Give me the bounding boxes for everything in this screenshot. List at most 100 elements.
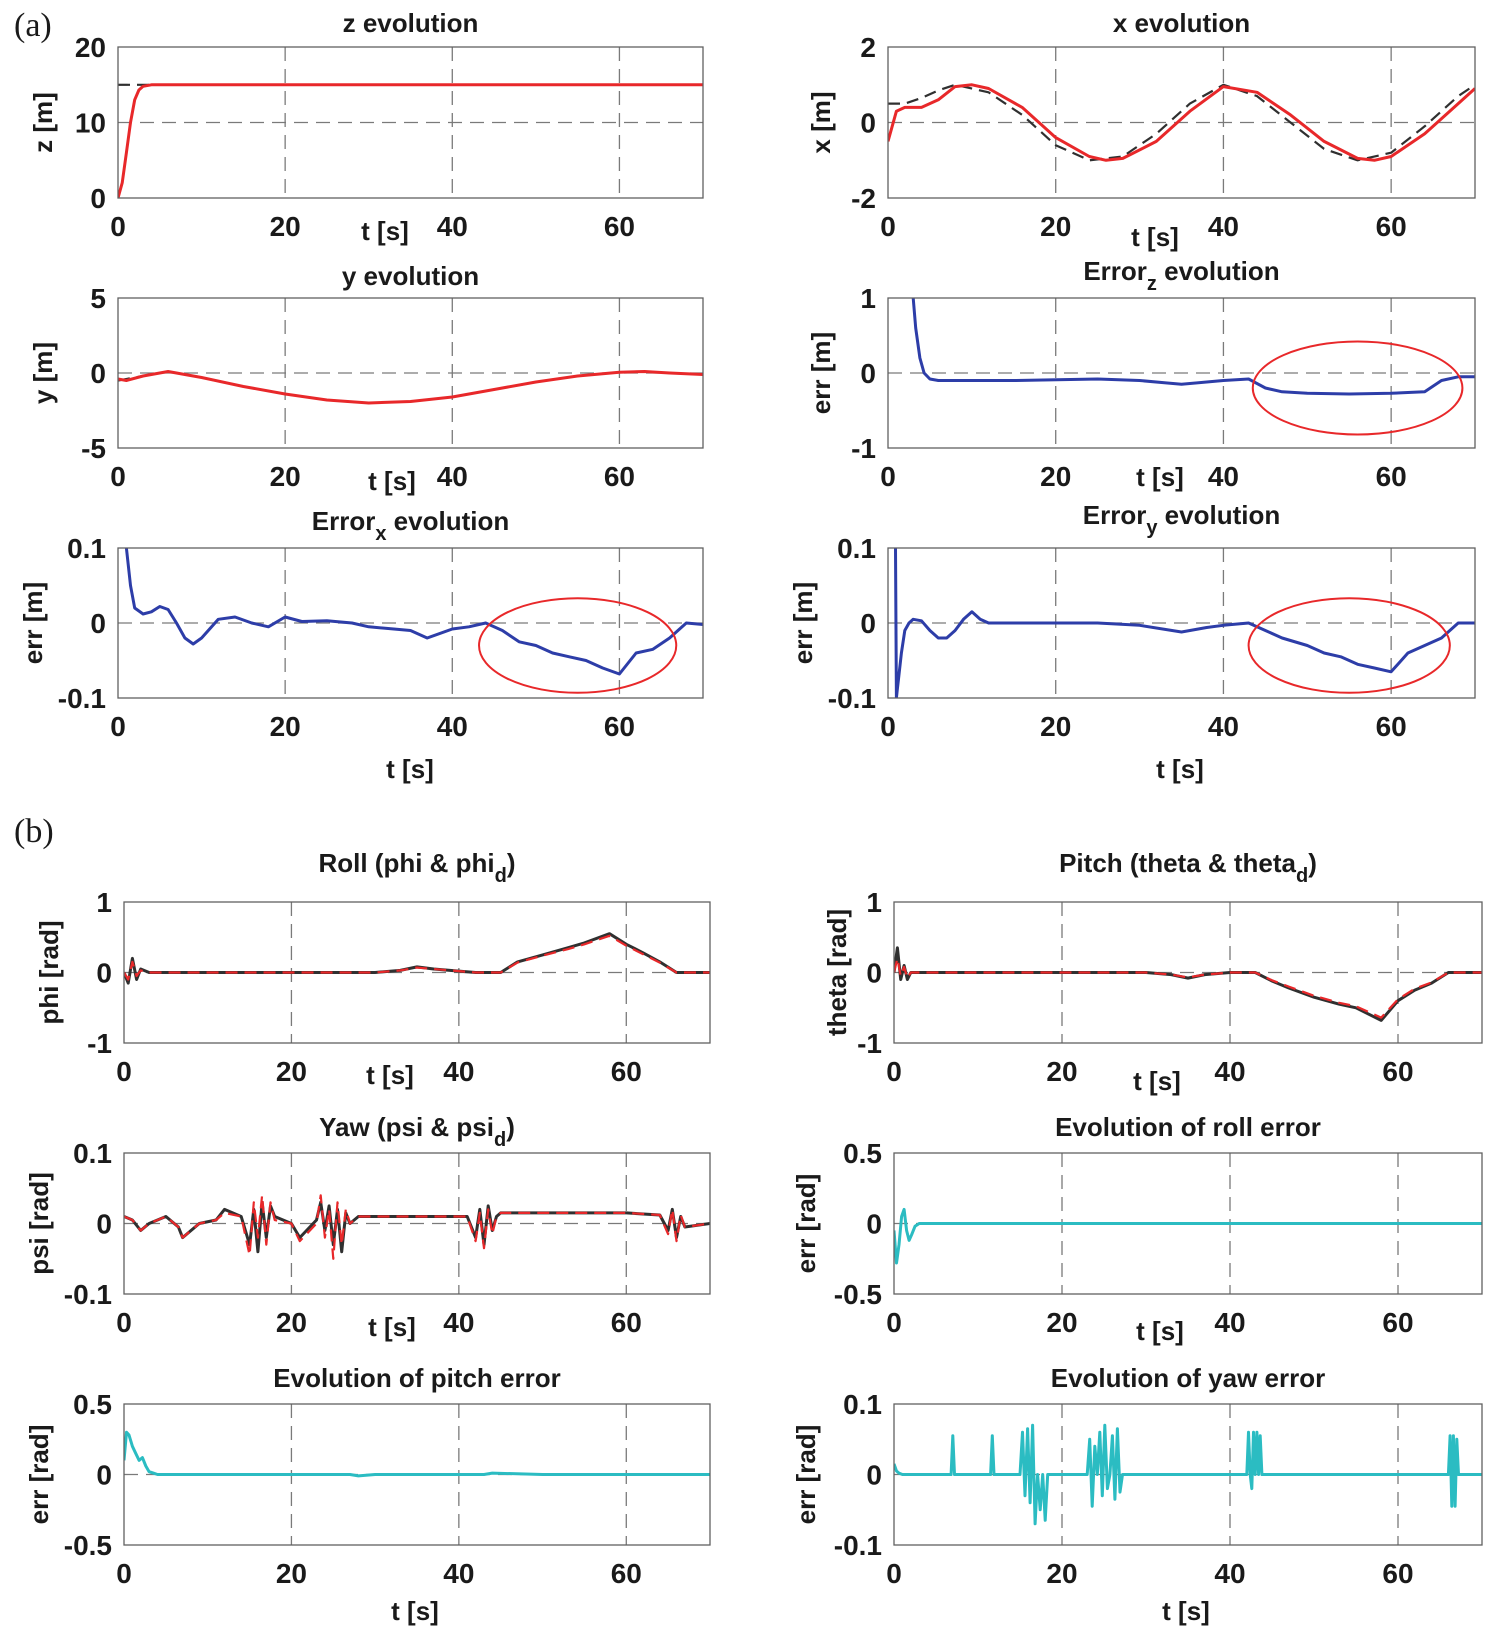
- y-tick-label: 0: [96, 1460, 112, 1491]
- series-z-error: [911, 298, 1475, 396]
- x-tick-label: 20: [276, 1307, 307, 1338]
- x-axis-label: t [s]: [366, 1060, 414, 1090]
- panel-label-a: (a): [14, 7, 52, 44]
- y-tick-label: 5: [90, 283, 106, 314]
- y-axis-label: err [m]: [806, 332, 836, 414]
- plot-frame: [117, 46, 704, 199]
- x-tick-label: 40: [1208, 461, 1239, 492]
- chart-title: Roll (phi & phid): [318, 848, 515, 887]
- x-tick-label: 20: [1040, 461, 1071, 492]
- plot-frame: [117, 547, 704, 699]
- chart-title-subscript: y: [1146, 517, 1158, 539]
- series-psi-d: [124, 1200, 710, 1254]
- plot-frame: [123, 1403, 711, 1546]
- series-z: [118, 83, 703, 198]
- x-tick-label: 40: [1214, 1056, 1245, 1087]
- chart-title: Evolution of yaw error: [1051, 1363, 1326, 1393]
- x-tick-label: 0: [110, 211, 126, 242]
- y-axis-label: y [m]: [28, 342, 58, 404]
- x-tick-label: 60: [611, 1558, 642, 1589]
- y-axis-label: err [m]: [18, 582, 48, 664]
- plot-frame: [123, 901, 711, 1044]
- highlight-ellipse: [1251, 340, 1464, 436]
- chart-title-main: Roll (phi & phi: [318, 848, 494, 878]
- x-axis-label: t [s]: [1131, 222, 1179, 252]
- y-tick-label: 0.1: [837, 533, 876, 564]
- chart-title-main: Evolution of pitch error: [273, 1363, 560, 1393]
- panel-label-b: (b): [14, 813, 54, 850]
- x-tick-label: 0: [110, 461, 126, 492]
- chart-title-tail: evolution: [386, 506, 509, 536]
- chart-title-subscript: x: [375, 523, 386, 545]
- x-axis-label: t [s]: [1136, 1316, 1184, 1346]
- y-tick-label: -1: [851, 433, 876, 464]
- y-axis-label: psi [rad]: [24, 1172, 54, 1275]
- x-tick-label: 40: [443, 1558, 474, 1589]
- y-tick-label: 1: [866, 887, 882, 918]
- chart-title-tail: ): [1308, 848, 1317, 878]
- y-tick-label: 20: [75, 32, 106, 63]
- x-tick-label: 40: [437, 461, 468, 492]
- x-tick-label: 20: [1046, 1307, 1077, 1338]
- y-axis-label: theta [rad]: [822, 909, 852, 1036]
- y-tick-label: -5: [81, 433, 106, 464]
- x-tick-label: 20: [270, 461, 301, 492]
- x-axis-label: t [s]: [368, 1312, 416, 1342]
- x-tick-label: 0: [880, 211, 896, 242]
- chart-title-main: Error: [312, 506, 376, 536]
- plot-frame: [887, 297, 1476, 449]
- chart-title-main: x evolution: [1113, 8, 1250, 38]
- chart-title-subscript: d: [494, 1129, 506, 1151]
- series-y-error: [894, 548, 1475, 698]
- y-axis-label: err [rad]: [791, 1425, 821, 1525]
- chart-title-subscript: d: [495, 865, 507, 887]
- chart-title-main: z evolution: [343, 8, 479, 38]
- y-tick-label: 0: [96, 958, 112, 989]
- chart-title: Errorx evolution: [312, 506, 509, 545]
- chart-title: Evolution of pitch error: [273, 1363, 560, 1393]
- series-x-error: [124, 548, 703, 676]
- series-theta-d: [894, 946, 1482, 1022]
- chart-z: 0 20 40 60 0 10 20 z evolution t [s] z [m]: [28, 8, 704, 246]
- chart-title: Evolution of roll error: [1055, 1112, 1321, 1142]
- x-tick-label: 20: [1040, 711, 1071, 742]
- x-tick-label: 40: [437, 211, 468, 242]
- chart-title: Pitch (theta & thetad): [1059, 848, 1317, 887]
- chart-title-subscript: d: [1296, 865, 1308, 887]
- y-tick-label: -1: [857, 1028, 882, 1059]
- chart-title-tail: ): [507, 848, 516, 878]
- y-tick-label: -0.1: [834, 1530, 882, 1561]
- y-tick-label: 10: [75, 108, 106, 139]
- x-tick-label: 60: [1382, 1558, 1413, 1589]
- y-tick-label: 0: [90, 183, 106, 214]
- chart-title-main: Pitch (theta & theta: [1059, 848, 1296, 878]
- y-tick-label: 1: [96, 887, 112, 918]
- x-tick-label: 40: [437, 711, 468, 742]
- series-theta: [894, 957, 1482, 1019]
- x-tick-label: 40: [443, 1056, 474, 1087]
- x-axis-label: t [s]: [1133, 1066, 1181, 1096]
- chart-title-main: Yaw (psi & psi: [319, 1112, 494, 1142]
- y-tick-label: 0: [90, 608, 106, 639]
- y-tick-label: 1: [860, 283, 876, 314]
- chart-title: Errory evolution: [1083, 500, 1280, 539]
- plot-frame: [893, 1152, 1483, 1295]
- y-tick-label: 0.1: [73, 1138, 112, 1169]
- chart-title-main: Error: [1083, 256, 1147, 286]
- x-axis-label: t [s]: [368, 466, 416, 496]
- y-tick-label: 2: [860, 32, 876, 63]
- plot-frame: [887, 547, 1476, 699]
- y-tick-label: 0: [866, 1209, 882, 1240]
- series-y-reference: [118, 370, 703, 405]
- series-roll-error: [894, 1207, 1482, 1265]
- series-phi-d: [124, 932, 710, 985]
- x-tick-label: 60: [611, 1056, 642, 1087]
